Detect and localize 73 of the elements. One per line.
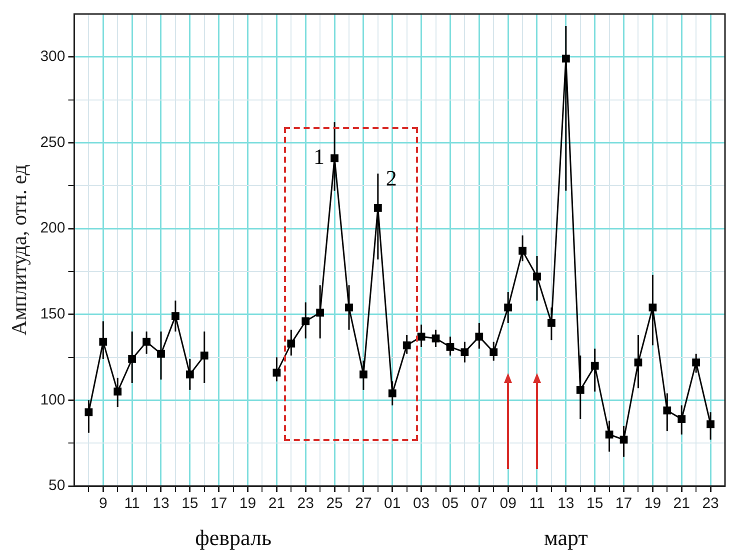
point <box>648 304 657 312</box>
x-tick-label: 15 <box>182 495 198 512</box>
annotation: 2 <box>386 166 397 191</box>
x-tick-label: 05 <box>442 495 459 512</box>
point <box>590 362 599 370</box>
y-tick-label: 300 <box>40 48 66 66</box>
y-axis-title: Амплитуда, отн. ед <box>7 164 32 336</box>
x-tick-label: 21 <box>268 495 286 512</box>
point <box>345 304 353 312</box>
point <box>460 348 469 356</box>
point <box>678 415 686 423</box>
x-tick-label: 03 <box>412 495 430 512</box>
x-tick-label: 23 <box>297 495 314 512</box>
point <box>518 246 526 255</box>
x-tick-label: 17 <box>615 495 632 512</box>
x-tick-label: 09 <box>500 495 516 512</box>
x-tick-label: 01 <box>384 495 401 512</box>
point <box>200 352 208 360</box>
point <box>576 386 584 394</box>
y-tick-label: 250 <box>40 134 66 151</box>
x-tick-label: 19 <box>644 495 662 512</box>
point <box>128 355 136 363</box>
x-tick-label: 9 <box>98 495 108 512</box>
point <box>620 436 628 444</box>
point <box>84 408 93 416</box>
x-tick-label: 11 <box>124 495 140 512</box>
point <box>692 358 700 366</box>
point <box>446 343 454 351</box>
point <box>634 358 642 366</box>
point <box>330 154 338 162</box>
point <box>706 420 714 428</box>
point <box>432 334 440 342</box>
point <box>388 389 396 398</box>
point <box>302 317 310 326</box>
point <box>562 54 570 63</box>
point <box>186 370 194 378</box>
point <box>475 332 484 341</box>
point <box>99 338 108 346</box>
point <box>316 308 324 317</box>
point <box>172 312 180 320</box>
point <box>157 350 165 358</box>
point <box>533 272 541 281</box>
x-tick-label: 27 <box>355 495 372 512</box>
point <box>114 388 122 396</box>
annotation: 1 <box>314 144 325 169</box>
point <box>605 430 614 438</box>
text: февраль <box>194 525 272 551</box>
y-tick-label: 50 <box>48 477 66 494</box>
x-tick-label: 19 <box>239 495 256 512</box>
x-tick-label: 07 <box>470 495 488 512</box>
y-tick-label: 150 <box>40 306 66 323</box>
x-tick-label: 23 <box>702 495 719 512</box>
y-tick-label: 200 <box>40 220 66 237</box>
point <box>287 340 296 348</box>
point <box>360 370 368 378</box>
point <box>490 348 498 356</box>
x-tick-label: 13 <box>152 495 170 512</box>
text: март <box>542 525 589 551</box>
x-tick-label: 17 <box>210 495 228 512</box>
point <box>272 368 281 377</box>
point <box>374 204 382 212</box>
point <box>504 304 512 312</box>
y-tick-label: 100 <box>40 391 66 408</box>
x-tick-label: 11 <box>529 495 545 512</box>
point <box>417 332 426 341</box>
point <box>548 319 556 327</box>
x-tick-label: 21 <box>673 495 690 512</box>
point <box>142 338 150 346</box>
x-tick-label: 13 <box>558 495 574 512</box>
x-tick-label: 25 <box>326 495 343 512</box>
x-tick-label: 15 <box>586 495 604 512</box>
point <box>402 341 411 350</box>
point <box>663 406 672 414</box>
